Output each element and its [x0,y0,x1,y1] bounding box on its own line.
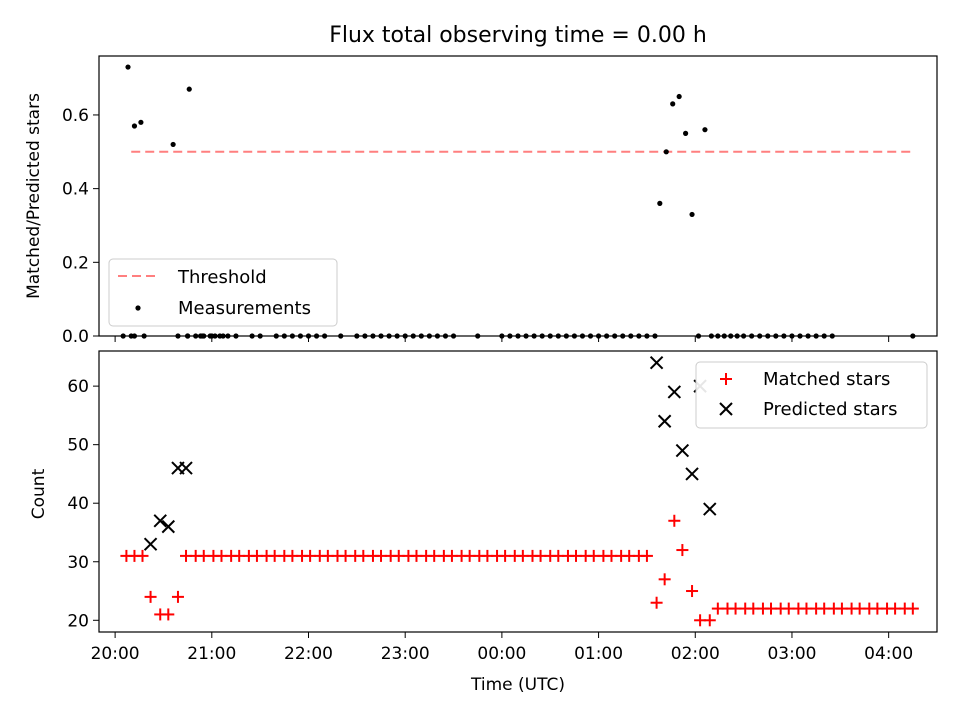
count-y-tick-label: 50 [67,436,89,456]
matched-point [686,585,699,598]
matched-point [171,590,184,603]
count-plot-frame [98,350,938,633]
measurements-legend-marker [135,305,141,311]
count-y-tick-label: 40 [67,494,89,514]
count-x-tick-label: 02:00 [671,644,720,664]
matched-legend-label: Matched stars [763,369,890,390]
count-y-tick-label: 20 [67,611,89,631]
measurement-point [702,127,708,133]
ratio-y-axis-label: Matched/Predicted stars [24,93,44,299]
ratio-y-tick-label: 0.0 [62,327,89,347]
measurement-point [170,141,176,148]
predicted-point [657,414,672,428]
predicted-point [153,514,167,528]
predicted-legend-marker [719,402,733,416]
predicted-point [675,443,690,458]
count-x-axis-label: Time (UTC) [470,675,565,695]
ratio-y-tick-label: 0.4 [62,180,89,200]
matched-point [668,514,681,527]
ratio-panel: Flux total observing time = 0.00 h Match… [24,23,938,347]
ratio-plot-frame [98,55,938,337]
chart-title: Flux total observing time = 0.00 h [329,23,707,48]
predicted-point [649,356,664,370]
count-y-tick-label: 60 [67,377,89,397]
measurement-point [676,93,682,100]
count-y-ticks: 20 30 40 50 60 [67,377,99,631]
count-x-tick-label: 00:00 [477,644,526,664]
count-panel: Count Time (UTC) 20 30 40 50 60 20:00 21:00 22… [29,350,938,695]
ratio-y-ticks: 0.0 0.2 0.4 0.6 [62,106,99,347]
measurement-point [670,101,676,107]
predicted-point [179,461,193,475]
measurement-point [186,86,192,92]
ratio-y-tick-label: 0.2 [62,253,89,273]
count-x-tick-label: 03:00 [767,644,816,664]
measurement-point [663,149,669,155]
measurement-point [125,64,131,70]
matched-point [144,590,157,603]
count-plot-marks [120,356,919,627]
predicted-point [685,467,699,481]
count-x-tick-label: 01:00 [574,644,623,664]
predicted-point [143,537,158,551]
count-x-ticks: 20:00 21:00 22:00 23:00 00:00 01:00 02:00 03:00… [91,632,913,664]
predicted-point [703,502,717,516]
matched-point [906,602,919,615]
matched-point [650,596,663,609]
ratio-x-ticks [114,336,890,342]
threshold-legend-label: Threshold [177,267,267,288]
count-x-tick-label: 20:00 [91,644,140,664]
ratio-y-tick-label: 0.6 [62,106,89,126]
measurements-legend-label: Measurements [178,298,311,319]
ratio-legend-box [108,258,338,327]
matched-point [162,608,175,621]
count-x-tick-label: 22:00 [284,644,333,664]
count-x-tick-label: 21:00 [187,644,236,664]
matched-point [136,549,149,562]
count-legend-box [695,361,928,429]
count-x-tick-label: 04:00 [864,644,913,664]
measurement-point [138,119,144,125]
measurement-point [657,200,663,206]
matched-point [703,614,716,627]
predicted-point [161,519,176,534]
predicted-point [667,385,682,399]
predicted-legend-label: Predicted stars [763,399,897,420]
matched-point [640,549,653,562]
count-y-tick-label: 30 [67,553,89,573]
count-legend: Matched stars Predicted stars [695,361,928,429]
measurement-point [131,123,138,129]
measurement-point [689,211,695,218]
ratio-legend: Threshold Measurements [108,258,338,327]
measurement-point [683,130,689,136]
count-x-tick-label: 23:00 [381,644,430,664]
matched-legend-marker [720,373,732,385]
count-y-axis-label: Count [29,468,49,519]
matched-point [658,573,671,586]
matched-point [676,544,689,557]
